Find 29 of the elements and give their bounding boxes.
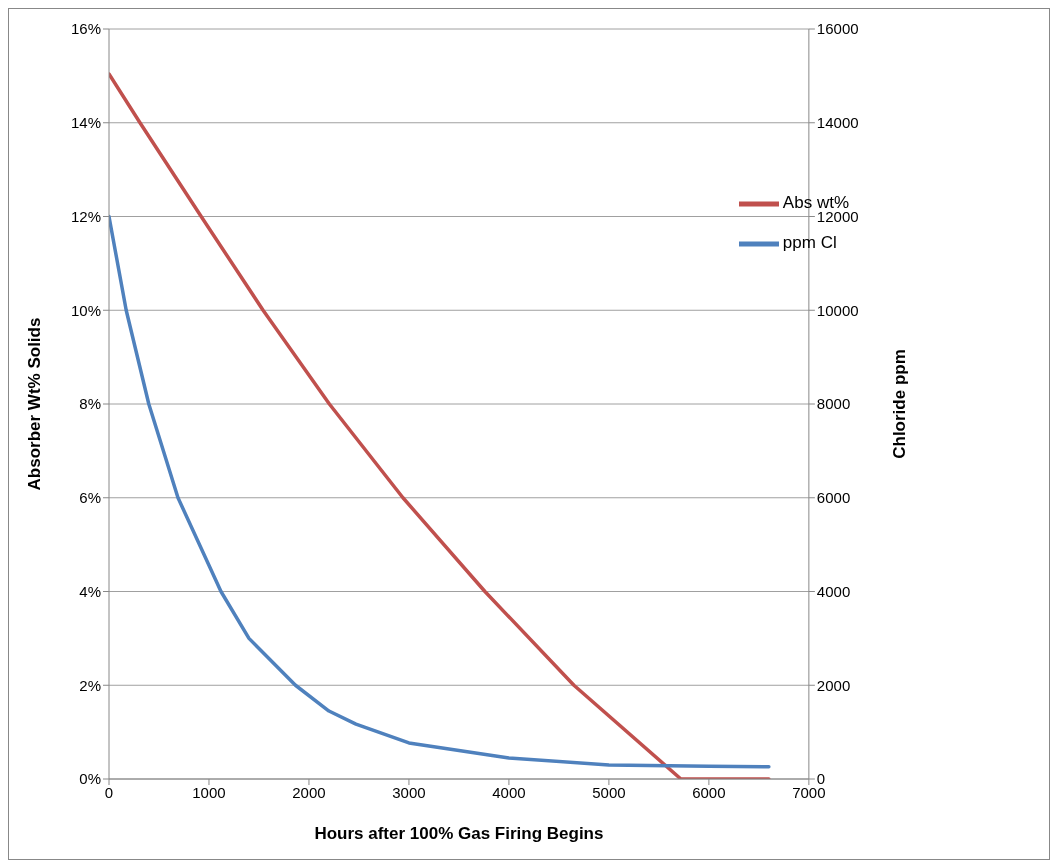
y-axis-title: Absorber Wt% Solids [25,317,45,491]
y-tick-label: 14% [70,114,101,132]
x-tick-label: 6000 [692,783,726,801]
legend-label: ppm Cl [782,233,837,253]
y-tick-label: 10% [70,301,101,319]
y2-tick-label: 8000 [816,395,851,413]
y-tick-label: 2% [79,676,101,694]
x-tick-label: 3000 [392,783,426,801]
y-tick-label: 12% [70,207,101,225]
y-tick-label: 16% [70,20,101,38]
x-tick-label: 5000 [592,783,626,801]
y2-tick-label: 6000 [816,489,851,507]
x-tick-label: 1000 [192,783,226,801]
y-tick-label: 0% [79,770,101,788]
y-tick-label: 4% [79,582,101,600]
x-tick-label: 4000 [492,783,526,801]
y2-tick-label: 16000 [816,20,859,38]
y2-tick-label: 2000 [816,676,851,694]
y2-axis-title: Chloride ppm [889,349,909,459]
x-tick-label: 2000 [292,783,326,801]
line-series [109,214,771,769]
y2-tick-label: 4000 [816,582,851,600]
x-axis-title: Hours after 100% Gas Firing Begins [314,824,604,843]
y-tick-label: 6% [79,489,101,507]
y-tick-label: 8% [79,395,101,413]
x-tick-label: 0 [104,783,114,801]
y2-tick-label: 10000 [816,301,859,319]
line-series [109,72,771,779]
y2-tick-label: 14000 [816,114,859,132]
